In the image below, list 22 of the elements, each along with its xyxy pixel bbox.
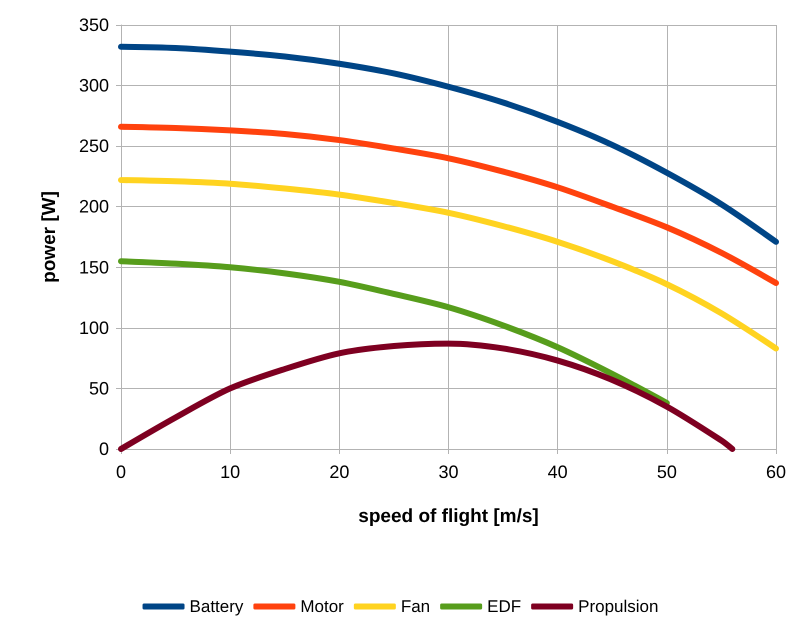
x-axis-title: speed of flight [m/s] [358, 506, 539, 527]
y-tick-label: 300 [78, 76, 109, 96]
legend-label: Propulsion [578, 597, 658, 616]
x-tick-label: 40 [548, 462, 568, 482]
y-tick-label: 50 [88, 378, 109, 398]
x-tick-label: 30 [438, 462, 459, 482]
legend-label: Battery [190, 597, 244, 616]
legend-label: EDF [487, 597, 522, 616]
y-tick-label: 250 [78, 136, 109, 156]
x-tick-label: 10 [220, 462, 240, 482]
y-tick-label: 100 [78, 318, 109, 338]
legend-label: Motor [300, 597, 344, 616]
legend-label: Fan [400, 597, 430, 616]
y-axis-title: power [W] [39, 191, 60, 283]
x-tick-label: 50 [656, 462, 677, 482]
y-tick-label: 350 [78, 15, 109, 35]
x-tick-label: 20 [329, 462, 350, 482]
x-tick-label: 0 [116, 462, 126, 482]
x-tick-label: 60 [766, 462, 786, 482]
y-tick-label: 150 [78, 257, 109, 278]
y-tick-label: 0 [98, 439, 109, 459]
y-tick-label: 200 [78, 196, 109, 217]
